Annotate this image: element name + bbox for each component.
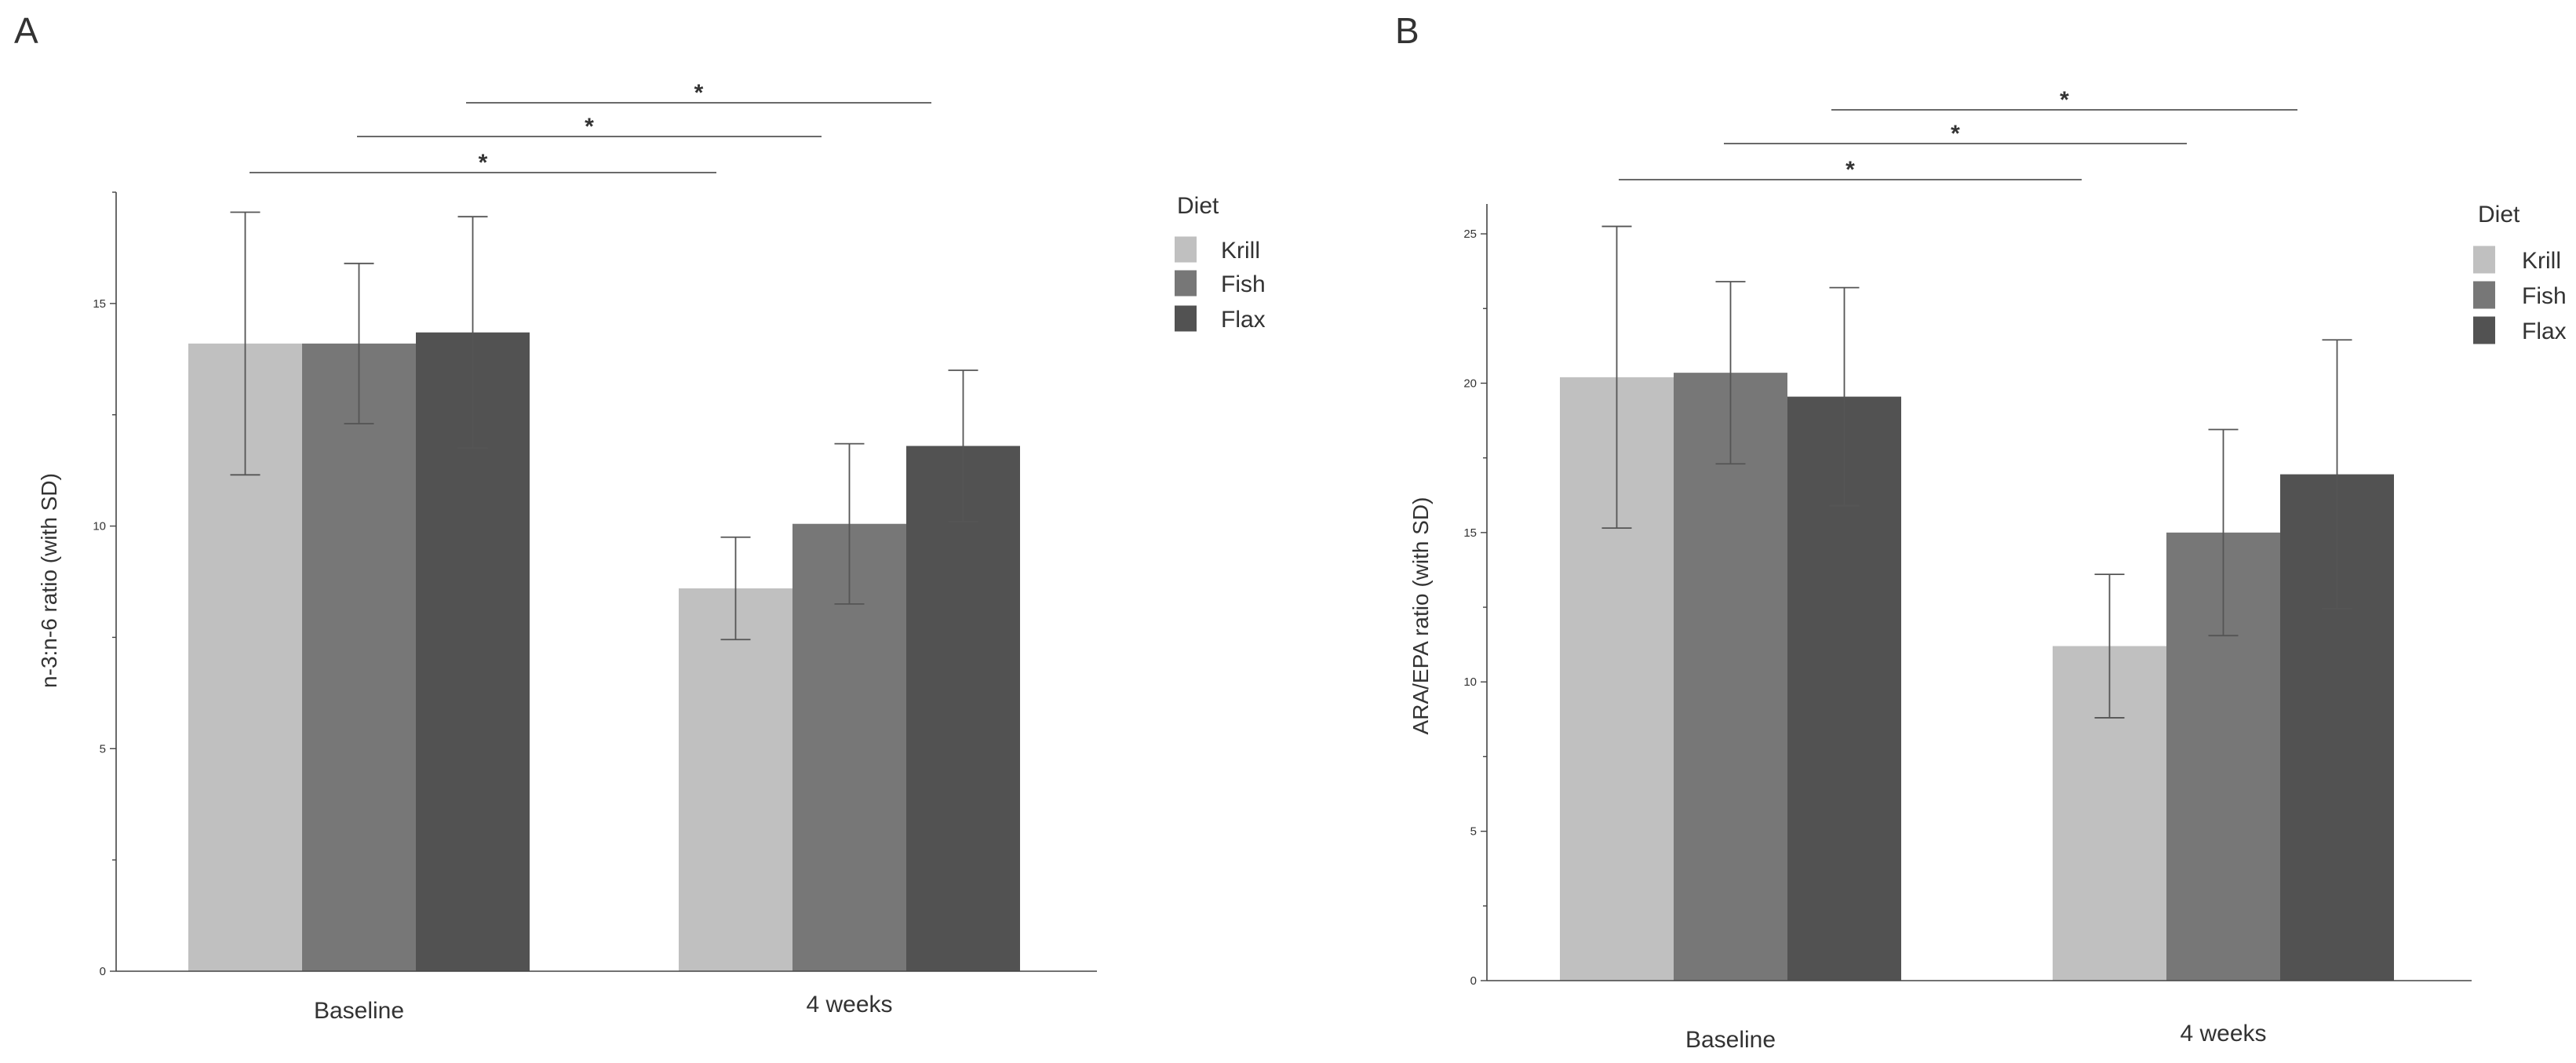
y-tick-label: 20	[1463, 377, 1477, 390]
error-bar-krill-4-weeks	[2094, 573, 2125, 719]
y-tick-label: 15	[93, 297, 106, 311]
error-bar-flax-baseline	[1829, 286, 1860, 507]
legend-swatch-flax	[1175, 305, 1197, 332]
x-category-label: 4 weeks	[2180, 1021, 2266, 1047]
legend-swatch-krill	[2473, 246, 2495, 274]
legend-title: Diet	[2478, 202, 2520, 228]
panel-letter: B	[1395, 10, 1419, 51]
significance-star: *	[1845, 157, 1855, 183]
y-tick-label: 25	[1463, 228, 1477, 241]
y-tick-label: 0	[100, 965, 106, 978]
error-bar-krill-baseline	[230, 211, 261, 476]
bar-flax-4-weeks	[906, 446, 1020, 971]
legend-swatch-flax	[2473, 316, 2495, 344]
bar-fish-baseline	[1674, 373, 1787, 981]
significance-star: *	[1951, 121, 1960, 147]
error-bar-krill-baseline	[1601, 225, 1632, 530]
legend-label-flax: Flax	[2522, 319, 2567, 344]
y-axis-title: n-3:n-6 ratio (with SD)	[37, 473, 61, 688]
panel-letter: A	[14, 10, 38, 51]
legend-swatch-krill	[1175, 236, 1197, 263]
panel-b-chart: B 0 5 10 15 20 25 Baseline 4 weeks ARA/EPA ratio …	[1395, 10, 2567, 1053]
legend-swatch-fish	[1175, 270, 1197, 297]
y-tick-label: 5	[100, 742, 106, 755]
bar-krill-4-weeks	[679, 588, 792, 971]
significance-star: *	[585, 114, 594, 140]
y-tick-label: 0	[1470, 974, 1477, 988]
error-bar-fish-baseline	[344, 262, 374, 424]
legend-label-krill: Krill	[1221, 238, 1260, 264]
error-bar-flax-baseline	[457, 216, 488, 450]
significance-star: *	[2060, 87, 2069, 113]
x-category-label: Baseline	[1685, 1027, 1776, 1053]
x-category-label: Baseline	[314, 998, 404, 1024]
error-bar-fish-4-weeks	[2208, 428, 2239, 637]
legend-title: Diet	[1177, 193, 1219, 219]
legend-swatch-fish	[2473, 281, 2495, 309]
legend-label-fish: Fish	[1221, 271, 1266, 297]
error-bar-krill-4-weeks	[720, 536, 751, 641]
y-tick-label: 10	[93, 520, 106, 533]
legend-label-fish: Fish	[2522, 283, 2567, 309]
y-tick-label: 10	[1463, 675, 1477, 689]
significance-star: *	[479, 150, 488, 176]
significance-star: *	[694, 80, 704, 106]
error-bar-fish-baseline	[1715, 281, 1746, 465]
y-tick-label: 15	[1463, 526, 1477, 540]
x-category-label: 4 weeks	[806, 992, 892, 1017]
bar-fish-baseline	[302, 343, 416, 971]
legend-label-krill: Krill	[2522, 248, 2561, 274]
error-bar-flax-4-weeks	[2322, 339, 2352, 610]
panel-a-chart: A 0 5 10 15 Baseline 4 weeks n-3:n-6 ratio (wit…	[14, 10, 1266, 1024]
y-axis-title: ARA/EPA ratio (with SD)	[1408, 497, 1433, 735]
error-bar-fish-4-weeks	[834, 442, 865, 605]
error-bar-flax-4-weeks	[948, 370, 978, 522]
y-tick-label: 5	[1470, 825, 1477, 839]
legend-label-flax: Flax	[1221, 307, 1266, 333]
